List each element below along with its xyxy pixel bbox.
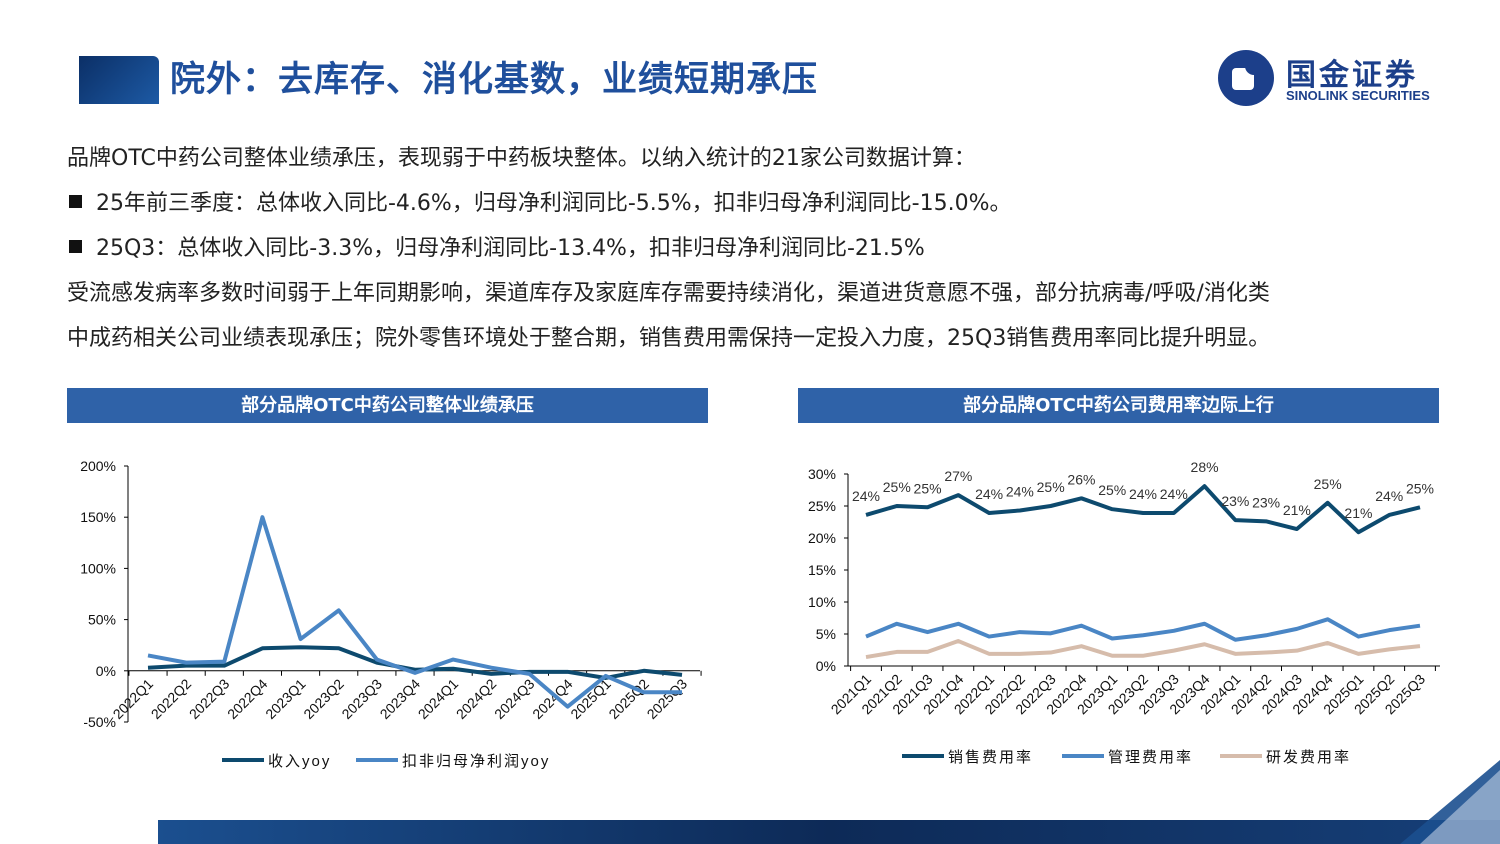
data-label: 23% [1221, 493, 1249, 509]
data-label: 24% [852, 488, 880, 504]
analysis-text-1: 受流感发病率多数时间弱于上年同期影响，渠道库存及家庭库存需要持续消化，渠道进货意… [67, 281, 1270, 306]
y-tick-label: 200% [80, 458, 116, 474]
bullet-text: 25年前三季度：总体收入同比-4.6%，归母净利润同比-5.5%，扣非归母净利润… [96, 191, 1012, 216]
x-tick-label: 2022Q2 [148, 675, 195, 722]
company-logo: 国金证券 SINOLINK SECURITIES [1216, 48, 1476, 108]
y-tick-label: 150% [80, 509, 116, 525]
chart-2-title: 部分品牌OTC中药公司费用率边际上行 [798, 388, 1439, 423]
y-tick-label: 0% [96, 663, 116, 679]
bullet-icon [69, 240, 82, 253]
data-label: 24% [1160, 486, 1188, 502]
bullet-icon [69, 195, 82, 208]
data-label: 25% [914, 480, 942, 496]
data-label: 25% [1314, 476, 1342, 492]
chart-2: 0%5%10%15%20%25%30%2021Q12021Q22021Q3202… [808, 459, 1440, 766]
y-tick-label: 50% [88, 612, 116, 628]
data-label: 25% [1037, 479, 1065, 495]
y-tick-label: -50% [83, 714, 116, 730]
bullet-text: 25Q3：总体收入同比-3.3%，归母净利润同比-13.4%，扣非归母净利润同比… [96, 236, 925, 261]
data-label: 24% [1129, 486, 1157, 502]
data-label: 24% [975, 486, 1003, 502]
data-label: 24% [1006, 483, 1034, 499]
intro-text: 品牌OTC中药公司整体业绩承压，表现弱于中药板块整体。以纳入统计的21家公司数据… [67, 146, 976, 171]
data-label: 25% [1406, 480, 1434, 496]
x-tick-label: 2022Q4 [224, 675, 271, 722]
legend-label: 收入yoy [268, 753, 331, 770]
data-label: 27% [944, 468, 972, 484]
bullet-item-1: 25年前三季度：总体收入同比-4.6%，归母净利润同比-5.5%，扣非归母净利润… [69, 185, 1011, 217]
legend-label: 销售费用率 [948, 749, 1033, 766]
data-label: 21% [1344, 505, 1372, 521]
analysis-text-2: 中成药相关公司业绩表现承压；院外零售环境处于整合期，销售费用需保持一定投入力度，… [67, 326, 1271, 351]
y-tick-label: 0% [816, 658, 836, 674]
x-tick-label: 2023Q3 [338, 675, 385, 722]
page-title: 院外：去库存、消化基数，业绩短期承压 [170, 60, 819, 100]
bullet-item-2: 25Q3：总体收入同比-3.3%，归母净利润同比-13.4%，扣非归母净利润同比… [69, 230, 925, 262]
data-label: 25% [1098, 482, 1126, 498]
series-line-1 [865, 617, 1421, 642]
legend-label: 扣非归母净利润yoy [402, 753, 550, 770]
y-tick-label: 15% [808, 562, 836, 578]
y-tick-label: 20% [808, 530, 836, 546]
data-label: 24% [1375, 488, 1403, 504]
x-tick-label: 2024Q2 [453, 675, 500, 722]
x-tick-label: 2023Q1 [262, 675, 309, 722]
data-label: 21% [1283, 502, 1311, 518]
footer-bar [158, 820, 1500, 844]
title-accent-block [79, 56, 159, 104]
logo-cn: 国金证券 [1286, 58, 1418, 93]
y-tick-label: 100% [80, 560, 116, 576]
x-tick-label: 2023Q2 [300, 675, 347, 722]
x-tick-label: 2023Q4 [377, 675, 424, 722]
chart-1-title: 部分品牌OTC中药公司整体业绩承压 [67, 388, 708, 423]
x-tick-label: 2025Q3 [644, 675, 691, 722]
x-tick-label: 2024Q1 [415, 675, 462, 722]
legend-label: 管理费用率 [1108, 749, 1193, 766]
data-label: 25% [883, 479, 911, 495]
legend-label: 研发费用率 [1266, 749, 1351, 766]
series-line-2 [865, 639, 1421, 660]
y-tick-label: 30% [808, 466, 836, 482]
y-tick-label: 5% [816, 626, 836, 642]
data-label: 23% [1252, 494, 1280, 510]
data-label: 28% [1191, 459, 1219, 475]
x-tick-label: 2022Q3 [186, 675, 233, 722]
x-tick-label: 2024Q3 [491, 675, 538, 722]
corner-decoration [1400, 760, 1500, 844]
y-tick-label: 10% [808, 594, 836, 610]
x-tick-label: 2022Q1 [110, 675, 157, 722]
y-tick-label: 25% [808, 498, 836, 514]
x-tick-label: 2025Q2 [605, 675, 652, 722]
series-line-1 [147, 515, 682, 709]
logo-mark-icon [1218, 50, 1274, 106]
chart-1: -50%0%50%100%150%200%2022Q12022Q22022Q32… [80, 458, 702, 770]
x-tick-label: 2024Q4 [529, 675, 576, 722]
data-label: 26% [1067, 471, 1095, 487]
logo-en: SINOLINK SECURITIES [1286, 88, 1430, 103]
